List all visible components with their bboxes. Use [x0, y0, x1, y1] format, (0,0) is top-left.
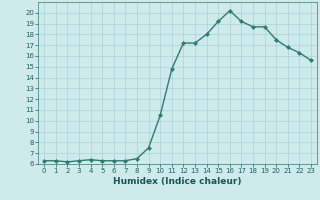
X-axis label: Humidex (Indice chaleur): Humidex (Indice chaleur) — [113, 177, 242, 186]
